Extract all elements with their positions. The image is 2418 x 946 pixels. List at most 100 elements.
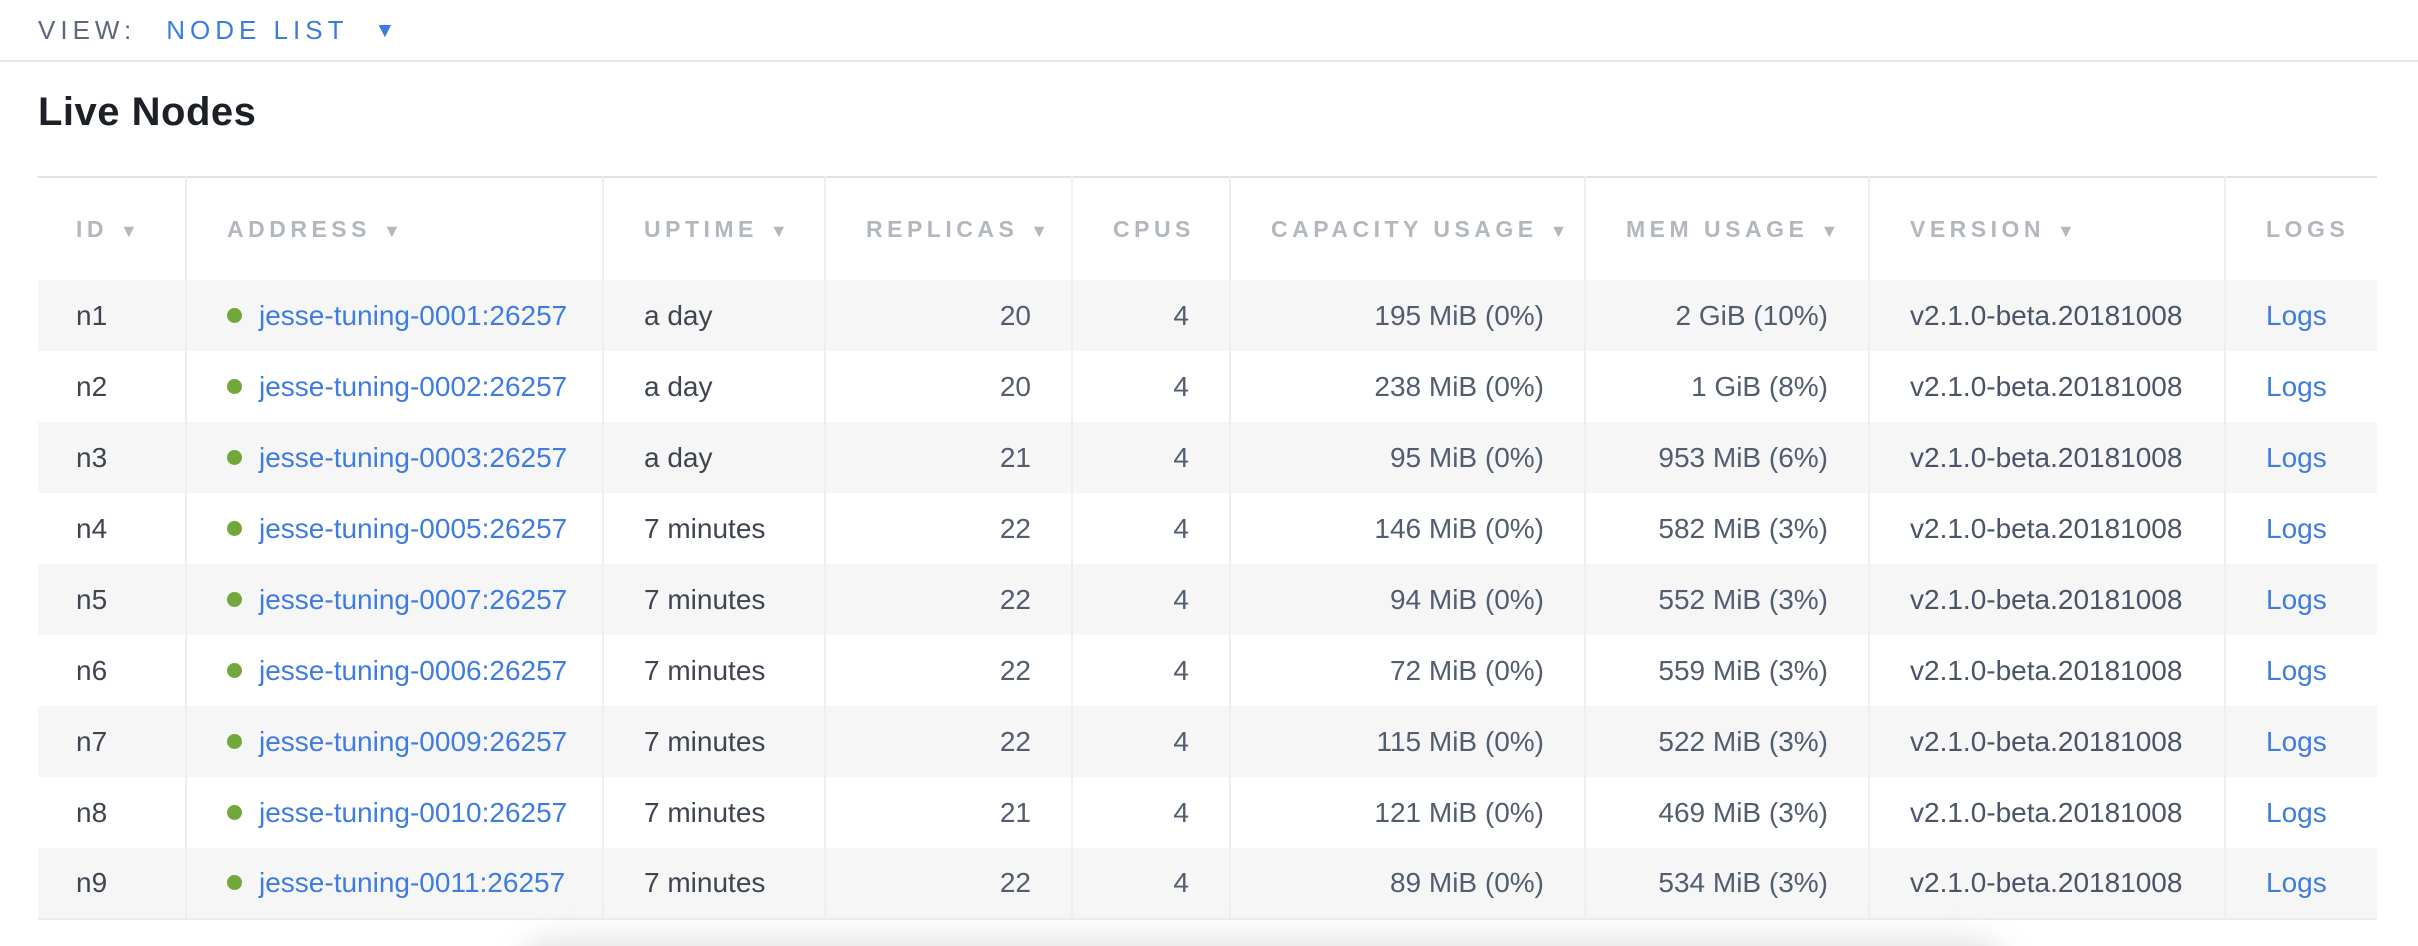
table-row: n2 jesse-tuning-0002:26257 a day 20 4 238 MiB… (38, 351, 2377, 422)
column-header-logs: LOGS (2224, 177, 2377, 280)
node-live-status-icon (227, 662, 242, 678)
table-row: n9 jesse-tuning-0011:26257 7 minutes 22 4 89 … (38, 848, 2377, 920)
column-header-capacity_usage[interactable]: CAPACITY USAGE ▼ (1229, 177, 1585, 280)
logs-link[interactable]: Logs (2266, 370, 2327, 402)
table-row: n3 jesse-tuning-0003:26257 a day 21 4 95 MiB … (38, 422, 2377, 493)
cell-logs: Logs (2224, 351, 2377, 422)
node-live-status-icon (227, 591, 242, 607)
logs-link[interactable]: Logs (2266, 583, 2327, 615)
node-address-link[interactable]: jesse-tuning-0002:26257 (259, 370, 568, 402)
logs-link[interactable]: Logs (2266, 441, 2327, 473)
node-live-status-icon (227, 733, 242, 749)
cell-capacity_usage: 115 MiB (0%) (1229, 706, 1585, 777)
node-live-status-icon (227, 307, 242, 323)
cell-uptime: 7 minutes (602, 706, 825, 777)
cell-replicas: 22 (824, 848, 1072, 920)
cell-capacity_usage: 238 MiB (0%) (1229, 351, 1585, 422)
cell-logs: Logs (2224, 848, 2377, 920)
cell-replicas: 21 (824, 777, 1072, 848)
node-live-status-icon (227, 804, 242, 820)
node-address-link[interactable]: jesse-tuning-0005:26257 (259, 512, 568, 544)
table-row: n4 jesse-tuning-0005:26257 7 minutes 22 4 146… (38, 493, 2377, 564)
sort-caret-icon: ▼ (1030, 220, 1049, 241)
cell-address: jesse-tuning-0007:26257 (185, 564, 603, 635)
column-header-label: CPUS (1113, 215, 1195, 242)
table-body: n1 jesse-tuning-0001:26257 a day 20 4 195 MiB… (38, 280, 2377, 920)
cell-mem_usage: 559 MiB (3%) (1584, 635, 1869, 706)
cell-version: v2.1.0-beta.20181008 (1868, 493, 2225, 564)
cell-id: n9 (38, 848, 186, 920)
column-header-version[interactable]: VERSION ▼ (1868, 177, 2225, 280)
cell-capacity_usage: 72 MiB (0%) (1229, 635, 1585, 706)
table-row: n7 jesse-tuning-0009:26257 7 minutes 22 4 115… (38, 706, 2377, 777)
column-header-label: CAPACITY USAGE (1271, 215, 1538, 242)
column-header-label: REPLICAS (866, 215, 1019, 242)
cell-uptime: 7 minutes (602, 635, 825, 706)
cell-cpus: 4 (1071, 493, 1230, 564)
cell-version: v2.1.0-beta.20181008 (1868, 280, 2225, 351)
view-dropdown[interactable]: NODE LIST ▼ (166, 15, 395, 46)
column-header-label: UPTIME (644, 215, 758, 242)
logs-link[interactable]: Logs (2266, 654, 2327, 686)
cell-mem_usage: 469 MiB (3%) (1584, 777, 1869, 848)
logs-link[interactable]: Logs (2266, 796, 2327, 828)
cell-mem_usage: 534 MiB (3%) (1584, 848, 1869, 920)
logs-link[interactable]: Logs (2266, 512, 2327, 544)
node-address-link[interactable]: jesse-tuning-0007:26257 (259, 583, 568, 615)
cell-address: jesse-tuning-0002:26257 (185, 351, 603, 422)
cell-cpus: 4 (1071, 564, 1230, 635)
cell-replicas: 22 (824, 706, 1072, 777)
column-header-label: VERSION (1910, 215, 2046, 242)
logs-link[interactable]: Logs (2266, 299, 2327, 331)
cell-logs: Logs (2224, 422, 2377, 493)
column-header-label: MEM USAGE (1626, 215, 1809, 242)
node-address-link[interactable]: jesse-tuning-0001:26257 (259, 299, 568, 331)
column-header-label: ID (76, 215, 108, 242)
column-header-label: ADDRESS (227, 215, 371, 242)
node-address-link[interactable]: jesse-tuning-0009:26257 (259, 725, 568, 757)
cell-mem_usage: 582 MiB (3%) (1584, 493, 1869, 564)
view-label: VIEW: (38, 14, 137, 45)
column-header-replicas[interactable]: REPLICAS ▼ (824, 177, 1072, 280)
node-live-status-icon (227, 520, 242, 536)
chevron-down-icon: ▼ (374, 18, 396, 42)
cell-cpus: 4 (1071, 706, 1230, 777)
cell-capacity_usage: 195 MiB (0%) (1229, 280, 1585, 351)
table-row: n5 jesse-tuning-0007:26257 7 minutes 22 4 94 … (38, 564, 2377, 635)
cell-cpus: 4 (1071, 351, 1230, 422)
cell-cpus: 4 (1071, 848, 1230, 920)
cell-id: n6 (76, 654, 108, 686)
cell-uptime: a day (602, 280, 825, 351)
cell-replicas: 22 (824, 635, 1072, 706)
column-header-address[interactable]: ADDRESS ▼ (185, 177, 603, 280)
column-header-mem_usage[interactable]: MEM USAGE ▼ (1584, 177, 1869, 280)
cell-replicas: 21 (824, 422, 1072, 493)
sort-caret-icon: ▼ (769, 220, 788, 241)
live-nodes-table: ID ▼ ADDRESS ▼ UPTIME ▼ REPLICAS ▼ CPUS CAPACITY … (38, 176, 2377, 920)
cell-id: n2 (76, 370, 108, 402)
node-address-link[interactable]: jesse-tuning-0011:26257 (259, 867, 566, 898)
cell-id: n7 (76, 725, 108, 757)
column-header-id[interactable]: ID ▼ (38, 177, 186, 280)
cell-id: n5 (76, 583, 108, 615)
cell-uptime: 7 minutes (602, 848, 825, 920)
cell-uptime: a day (602, 351, 825, 422)
cell-cpus: 4 (1071, 777, 1230, 848)
view-dropdown-value: NODE LIST (166, 14, 349, 45)
node-address-link[interactable]: jesse-tuning-0006:26257 (259, 654, 568, 686)
cell-id: n3 (76, 441, 108, 473)
node-live-status-icon (227, 449, 242, 465)
logs-link[interactable]: Logs (2266, 725, 2327, 757)
logs-link[interactable]: Logs (2266, 867, 2327, 898)
node-address-link[interactable]: jesse-tuning-0010:26257 (259, 796, 568, 828)
cell-replicas: 20 (824, 351, 1072, 422)
cell-version: v2.1.0-beta.20181008 (1868, 564, 2225, 635)
column-header-cpus: CPUS (1071, 177, 1230, 280)
cell-address: jesse-tuning-0003:26257 (185, 422, 603, 493)
cell-capacity_usage: 94 MiB (0%) (1229, 564, 1585, 635)
node-address-link[interactable]: jesse-tuning-0003:26257 (259, 441, 568, 473)
cell-uptime: 7 minutes (602, 564, 825, 635)
page-title: Live Nodes (38, 90, 257, 134)
column-header-uptime[interactable]: UPTIME ▼ (602, 177, 825, 280)
